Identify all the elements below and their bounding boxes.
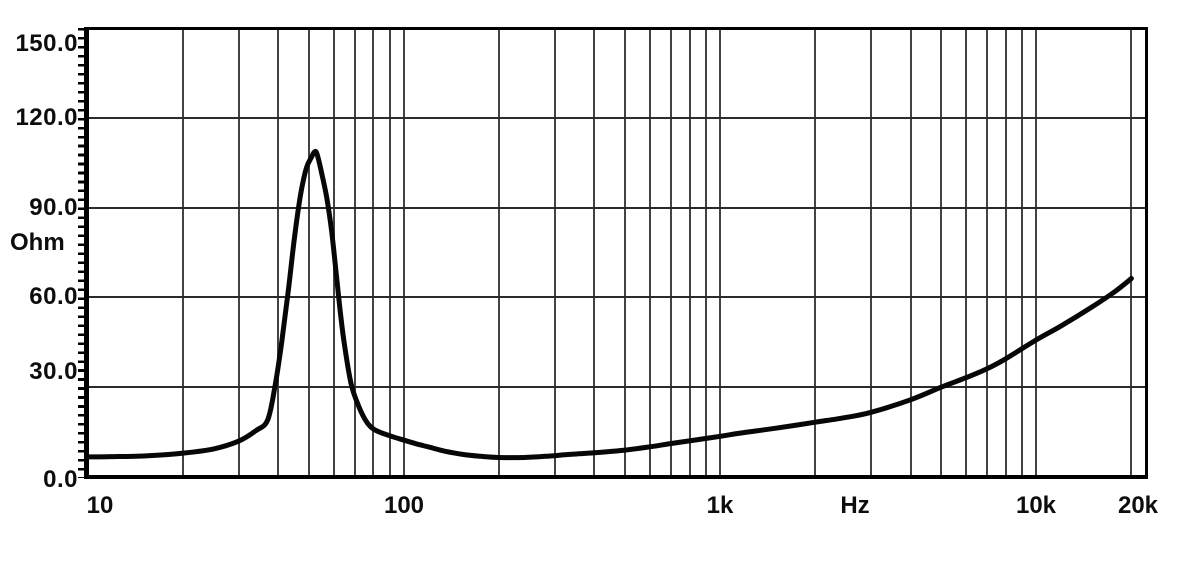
gridline-vertical — [238, 28, 240, 477]
gridline-vertical — [372, 28, 374, 477]
gridline-vertical — [1130, 28, 1132, 477]
x-axis-unit-label: Hz — [840, 492, 870, 519]
gridline-vertical — [593, 28, 595, 477]
x-tick-label: 1k — [706, 492, 734, 519]
y-axis-minor-ticks — [78, 28, 84, 478]
y-tick-label: 150.0 — [15, 30, 78, 57]
gridline-horizontal — [88, 296, 1147, 298]
x-tick-label: 10k — [1015, 492, 1057, 519]
gridline-vertical — [1005, 28, 1007, 477]
gridline-vertical — [389, 28, 391, 477]
gridline-vertical — [649, 28, 651, 477]
y-axis-unit-label: Ohm — [10, 229, 65, 256]
gridline-vertical — [1021, 28, 1023, 477]
gridline-vertical — [182, 28, 184, 477]
x-tick-label: 10 — [86, 492, 114, 519]
gridline-vertical — [333, 28, 335, 477]
gridline-vertical — [498, 28, 500, 477]
gridline-vertical — [277, 28, 279, 477]
gridline-vertical — [940, 28, 942, 477]
x-tick-label: 100 — [383, 492, 425, 519]
gridline-horizontal — [88, 207, 1147, 209]
top-border-line — [86, 27, 1148, 30]
gridline-vertical — [705, 28, 707, 477]
y-tick-label: 0.0 — [43, 466, 78, 493]
gridline-vertical — [1035, 28, 1037, 477]
gridline-horizontal — [88, 386, 1147, 388]
gridline-vertical — [870, 28, 872, 477]
y-tick-label: 60.0 — [29, 283, 78, 310]
gridline-vertical — [354, 28, 356, 477]
gridline-vertical — [814, 28, 816, 477]
gridline-horizontal — [88, 117, 1147, 119]
gridline-vertical — [986, 28, 988, 477]
y-tick-label: 90.0 — [29, 194, 78, 221]
gridline-vertical — [554, 28, 556, 477]
gridline-vertical — [624, 28, 626, 477]
right-border-line — [1145, 27, 1148, 477]
y-tick-label: 30.0 — [29, 358, 78, 385]
impedance-curve — [85, 148, 1134, 461]
gridline-vertical — [965, 28, 967, 477]
y-axis-line — [84, 27, 89, 479]
gridline-vertical — [689, 28, 691, 477]
gridline-vertical — [719, 28, 721, 477]
y-tick-label: 120.0 — [15, 104, 78, 131]
x-axis-line — [84, 475, 1148, 479]
gridline-vertical — [308, 28, 310, 477]
x-tick-label: 20k — [1117, 492, 1159, 519]
gridline-vertical — [403, 28, 405, 477]
gridline-vertical — [910, 28, 912, 477]
gridline-vertical — [670, 28, 672, 477]
